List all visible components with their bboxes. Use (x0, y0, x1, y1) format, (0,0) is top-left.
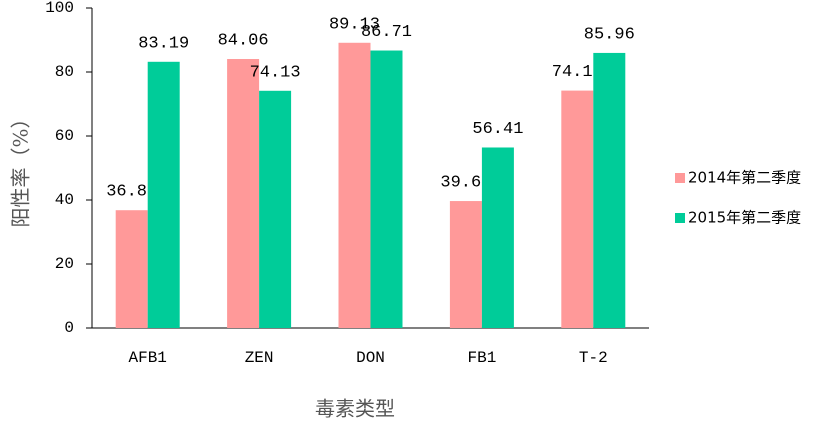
value-label: 74.13 (250, 63, 301, 82)
x-axis-title: 毒素类型 (315, 397, 395, 421)
bar (338, 42, 371, 329)
x-tick-label: FB1 (467, 349, 496, 367)
value-label: 74.19 (552, 63, 603, 82)
value-label: 86.71 (361, 23, 412, 42)
legend-swatch (675, 173, 685, 183)
value-label: 39.67 (440, 174, 491, 193)
bar (370, 50, 403, 328)
value-label: 84.06 (218, 31, 269, 50)
x-tick-label: AFB1 (128, 349, 166, 367)
x-tick-label: T-2 (579, 349, 608, 367)
y-tick-label: 20 (55, 255, 74, 273)
bar (593, 52, 626, 328)
x-tick-label: ZEN (245, 349, 274, 367)
value-label: 83.19 (138, 34, 189, 53)
bar (147, 61, 180, 329)
bar (561, 90, 594, 328)
bar (227, 59, 260, 329)
y-tick-label: 60 (55, 127, 74, 145)
y-tick-label: 0 (64, 319, 74, 337)
value-label: 85.96 (584, 25, 635, 44)
y-tick-label: 80 (55, 63, 74, 81)
bar (449, 201, 482, 328)
y-tick-label: 100 (45, 0, 74, 17)
y-tick-label: 40 (55, 191, 74, 209)
legend-label: 2014年第二季度 (688, 169, 801, 187)
bar (259, 90, 292, 328)
value-label: 89.13 (329, 15, 380, 34)
bar (481, 147, 514, 328)
value-label: 36.81 (106, 183, 157, 202)
legend-label: 2015年第二季度 (688, 209, 801, 227)
x-tick-label: DON (356, 349, 385, 367)
y-axis-title: 阳性率（%） (9, 108, 33, 227)
legend-swatch (675, 213, 685, 223)
value-label: 56.41 (472, 120, 523, 139)
bar (115, 210, 148, 328)
